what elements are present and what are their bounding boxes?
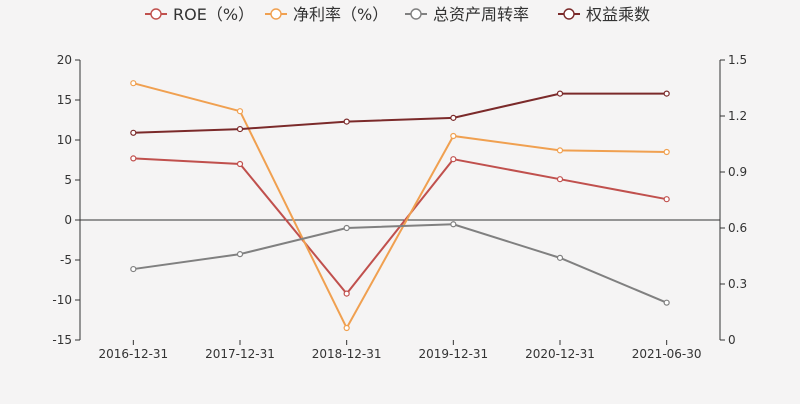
series-1-point [664, 150, 669, 155]
legend-swatch-marker [271, 9, 281, 19]
series-1-point [131, 81, 136, 86]
series-3-point [238, 127, 243, 132]
series-2-point [131, 267, 136, 272]
y-left-tick-label: 15 [57, 93, 72, 107]
series-0-point [558, 177, 563, 182]
y-left-tick-label: -15 [52, 333, 72, 347]
series-0-point [344, 291, 349, 296]
legend-swatch-marker [151, 9, 161, 19]
series-3-point [558, 91, 563, 96]
series-2-point [664, 300, 669, 305]
y-left-tick-label: 0 [64, 213, 72, 227]
series-line-2 [133, 224, 666, 302]
series-0-point [238, 162, 243, 167]
y-left-tick-label: 20 [57, 53, 72, 67]
axes: -15 -10 -5 0 5 10 15 20 0 0.3 0.6 0.9 1.2 1.5 2016-12-… [52, 53, 747, 361]
series-2-point [558, 255, 563, 260]
legend-label: 权益乘数 [586, 5, 650, 24]
y-right-tick-label: 1.5 [728, 53, 747, 67]
y-left-tick-label: 10 [57, 133, 72, 147]
y-right-tick-label: 1.2 [728, 109, 747, 123]
series-group [131, 81, 669, 331]
series-2-point [238, 252, 243, 257]
series-1-point [558, 148, 563, 153]
series-0-point [451, 157, 456, 162]
x-tick-label: 2016-12-31 [98, 347, 168, 361]
y-left-tick-label: 5 [64, 173, 72, 187]
x-tick-label: 2019-12-31 [418, 347, 488, 361]
y-right-tick-label: 0.9 [728, 165, 747, 179]
series-3-point [664, 91, 669, 96]
legend-swatch-marker [411, 9, 421, 19]
series-3-point [451, 115, 456, 120]
legend-swatch-marker [564, 9, 574, 19]
series-1-point [238, 109, 243, 114]
x-tick-label: 2020-12-31 [525, 347, 595, 361]
series-2-point [451, 222, 456, 227]
legend: ROE（%） 净利率（%） 总资产周转率 权益乘数 [145, 5, 650, 24]
x-tick-label: 2018-12-31 [312, 347, 382, 361]
series-3-point [131, 130, 136, 135]
legend-label: ROE（%） [173, 5, 254, 24]
y-right-tick-label: 0 [728, 333, 736, 347]
legend-label: 净利率（%） [293, 5, 388, 24]
y-left-tick-label: -10 [52, 293, 72, 307]
x-tick-label: 2021-06-30 [632, 347, 702, 361]
series-2-point [344, 226, 349, 231]
series-3-point [344, 119, 349, 124]
y-right-tick-label: 0.6 [728, 221, 747, 235]
x-tick-label: 2017-12-31 [205, 347, 275, 361]
series-0-point [664, 197, 669, 202]
series-0-point [131, 156, 136, 161]
series-1-point [344, 326, 349, 331]
y-left-tick-label: -5 [60, 253, 72, 267]
series-1-point [451, 134, 456, 139]
y-right-tick-label: 0.3 [728, 277, 747, 291]
series-line-3 [133, 94, 666, 133]
legend-label: 总资产周转率 [433, 5, 529, 24]
